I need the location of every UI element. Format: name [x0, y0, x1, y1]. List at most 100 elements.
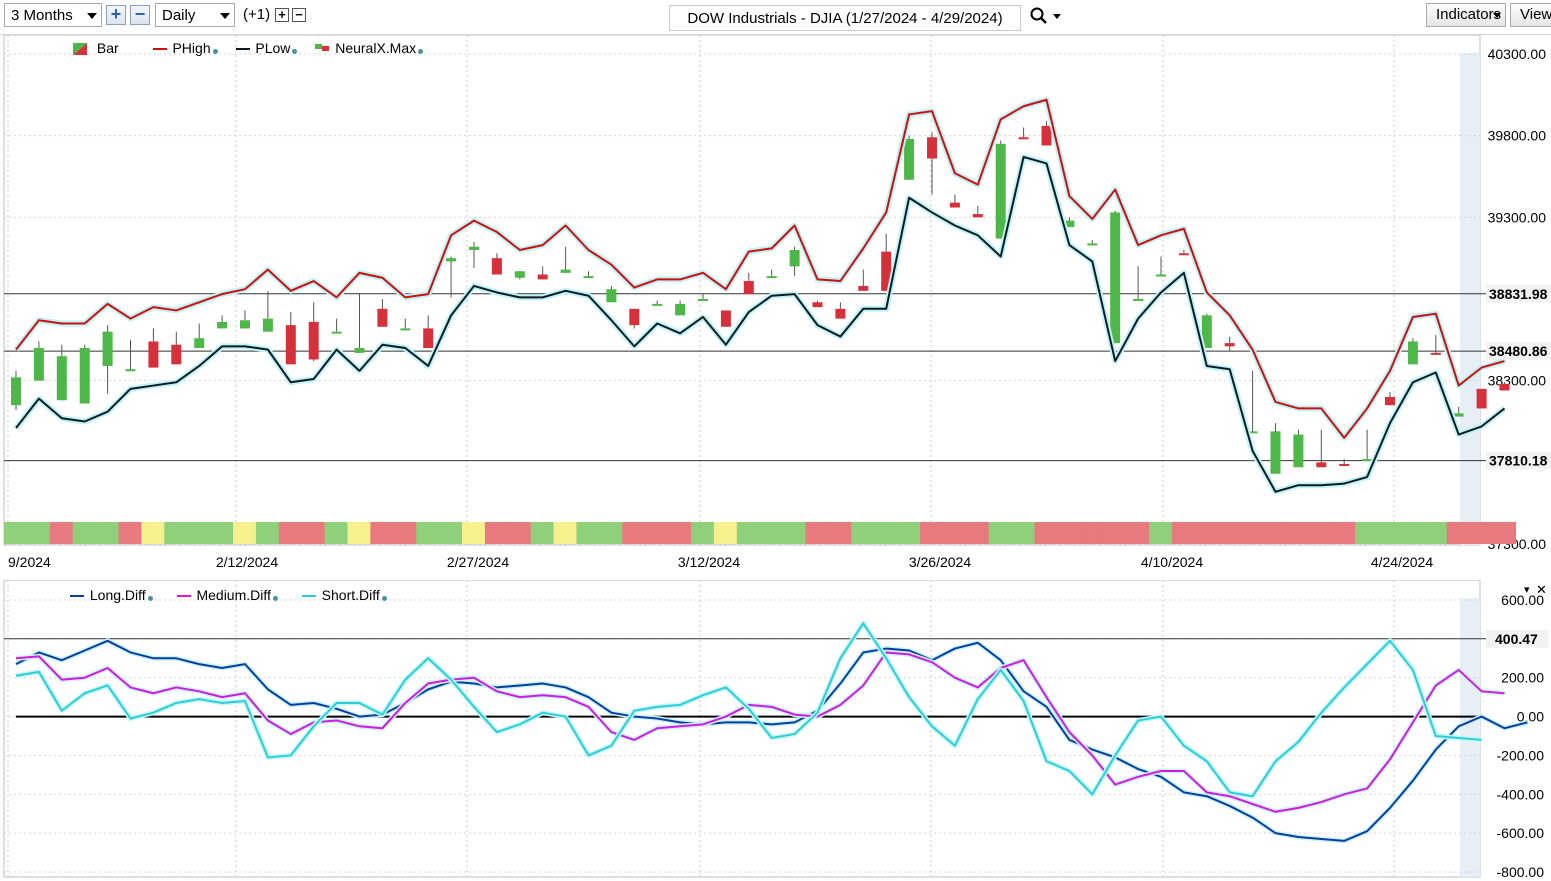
candle[interactable] [1087, 240, 1098, 246]
offset-minus-button[interactable]: − [292, 8, 306, 22]
pattern-cell [1057, 522, 1081, 544]
candle[interactable] [1385, 392, 1395, 406]
candle[interactable] [972, 205, 983, 218]
offset-plus-button[interactable]: + [275, 8, 289, 22]
candle[interactable] [812, 300, 823, 308]
candle[interactable] [1156, 256, 1166, 277]
close-panel-icon[interactable]: ✕ [1536, 582, 1547, 597]
main-price-chart[interactable]: 38831.98 38480.86 37810.18 40300.00 39800.00… [0, 35, 1551, 578]
candle-body [377, 308, 388, 327]
candle[interactable] [1316, 429, 1327, 468]
pattern-cell [187, 522, 211, 544]
legend-short[interactable]: Short.Diff [301, 587, 387, 603]
legend-neuralx[interactable]: NeuralX.Max [315, 40, 424, 56]
candle[interactable] [1270, 423, 1281, 474]
candle[interactable] [1430, 334, 1441, 355]
candle[interactable] [1339, 459, 1350, 466]
candle-body [583, 276, 594, 279]
pattern-cell [1263, 522, 1287, 544]
search-button[interactable] [1029, 6, 1069, 28]
candle[interactable] [881, 233, 892, 291]
pattern-cell [1034, 522, 1058, 544]
interval-dropdown[interactable]: Daily [155, 3, 235, 27]
candle[interactable] [1499, 382, 1510, 391]
symbol-title[interactable]: DOW Industrials - DJIA (1/27/2024 - 4/29… [669, 5, 1021, 31]
date-tick-label: 2/27/2024 [447, 554, 509, 570]
candle[interactable] [629, 308, 640, 329]
candle[interactable] [606, 285, 617, 303]
candle[interactable] [79, 344, 90, 404]
pattern-cell [1423, 522, 1448, 544]
candle[interactable] [583, 271, 594, 279]
candle[interactable] [1178, 250, 1189, 256]
candle[interactable] [56, 344, 67, 401]
diff-indicator-chart[interactable]: 600.00400.00200.000.00-200.00-400.00-600… [0, 580, 1551, 881]
candle[interactable] [1224, 336, 1235, 352]
pattern-cell [553, 522, 578, 544]
legend-plow[interactable]: PLow [235, 40, 302, 56]
candle[interactable] [125, 339, 136, 372]
candle[interactable] [423, 315, 434, 348]
candle[interactable] [102, 325, 113, 394]
candle[interactable] [262, 290, 273, 332]
candle[interactable] [194, 323, 205, 349]
candle[interactable] [331, 318, 342, 334]
candle[interactable] [514, 271, 525, 280]
candle[interactable] [33, 341, 44, 381]
zoom-out-button[interactable]: − [130, 5, 150, 25]
candle[interactable] [904, 135, 915, 180]
candle[interactable] [1018, 127, 1029, 140]
candle[interactable] [858, 269, 869, 291]
candle[interactable] [1133, 266, 1144, 301]
candle[interactable] [400, 318, 411, 331]
legend-bar[interactable]: Bar [73, 40, 123, 56]
collapse-panel-icon[interactable]: ▾ [1524, 584, 1530, 596]
candle[interactable] [217, 315, 228, 329]
candle[interactable] [675, 300, 686, 316]
candle[interactable] [995, 140, 1006, 239]
view-button[interactable]: View [1510, 3, 1551, 27]
candle[interactable] [491, 253, 502, 275]
candle[interactable] [652, 300, 663, 306]
period-dropdown[interactable]: 3 Months [4, 3, 102, 27]
candle[interactable] [171, 331, 182, 365]
candle[interactable] [377, 299, 388, 327]
candle[interactable] [560, 246, 571, 273]
candle[interactable] [1293, 429, 1304, 468]
candle[interactable] [1201, 313, 1212, 348]
candle-body [904, 138, 915, 180]
candle[interactable] [698, 294, 708, 301]
candle[interactable] [835, 302, 846, 319]
candle[interactable] [11, 370, 21, 411]
legend-long[interactable]: Long.Diff [70, 587, 157, 603]
candle[interactable] [1476, 388, 1487, 409]
indicators-button[interactable]: Indicators [1426, 3, 1506, 27]
candle[interactable] [949, 194, 960, 208]
candle[interactable] [1247, 370, 1258, 434]
legend-phigh[interactable]: PHigh [152, 40, 222, 56]
candle[interactable] [354, 294, 365, 353]
candle[interactable] [1362, 429, 1373, 462]
candle[interactable] [537, 266, 548, 280]
candle[interactable] [1407, 338, 1418, 365]
candle[interactable] [720, 310, 731, 327]
long-diff-line [15, 639, 1528, 842]
legend-medium[interactable]: Medium.Diff [176, 587, 282, 603]
candle[interactable] [927, 132, 937, 195]
candle[interactable] [308, 302, 319, 362]
candle[interactable] [148, 328, 159, 368]
candle[interactable] [1453, 406, 1464, 417]
zoom-in-button[interactable]: + [106, 5, 126, 25]
candle[interactable] [1110, 210, 1121, 344]
candle[interactable] [1064, 217, 1075, 228]
candle[interactable] [766, 269, 777, 279]
y-tick-label: -600.00 [1497, 825, 1545, 841]
candle[interactable] [285, 312, 296, 365]
candle[interactable] [469, 241, 479, 268]
pattern-cell [920, 522, 944, 544]
candle[interactable] [789, 246, 800, 277]
candle[interactable] [743, 272, 754, 295]
candle[interactable] [1041, 120, 1052, 146]
candle[interactable] [446, 256, 457, 298]
candle[interactable] [240, 310, 250, 329]
